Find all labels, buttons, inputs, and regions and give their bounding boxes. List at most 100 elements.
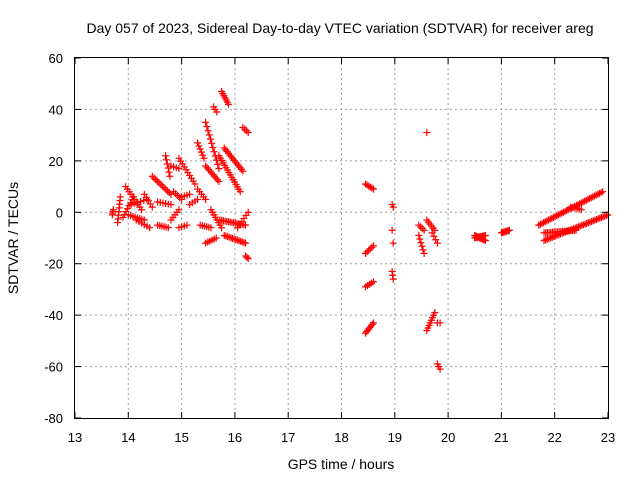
data-point [214, 160, 222, 168]
x-tick-label: 20 [441, 430, 455, 445]
data-point [183, 221, 191, 229]
y-tick-label: -20 [44, 257, 63, 272]
data-point [195, 142, 203, 150]
chart-title: Day 057 of 2023, Sidereal Day-to-day VTE… [86, 20, 593, 36]
data-point [119, 213, 127, 221]
data-point [109, 206, 117, 214]
data-point [202, 195, 210, 203]
data-point [577, 199, 585, 207]
plot-frame [74, 57, 609, 419]
data-point [366, 245, 374, 253]
data-point [420, 226, 428, 234]
data-point [207, 224, 215, 232]
data-point [204, 127, 212, 135]
data-point [146, 224, 154, 232]
y-tick-label: 0 [56, 205, 63, 220]
data-point [389, 239, 397, 247]
data-point [574, 223, 582, 231]
data-point [418, 225, 426, 233]
data-point [563, 207, 571, 215]
data-point [160, 184, 168, 192]
x-tick-label: 13 [68, 430, 82, 445]
data-point [420, 249, 428, 257]
data-point [584, 219, 592, 227]
y-tick-label: -40 [44, 308, 63, 323]
data-point [213, 108, 221, 116]
x-tick-label: 14 [121, 430, 135, 445]
data-point [545, 216, 553, 224]
data-point [418, 242, 426, 250]
data-point [166, 172, 174, 180]
data-point [417, 239, 425, 247]
data-point [566, 205, 574, 213]
data-point [148, 203, 156, 211]
data-point [601, 212, 609, 220]
data-point [244, 255, 252, 263]
data-point [200, 154, 208, 162]
data-point [415, 221, 423, 229]
data-point [236, 188, 244, 196]
data-point [548, 214, 556, 222]
data-point [215, 177, 223, 185]
data-point [368, 184, 376, 192]
data-point [203, 122, 211, 130]
data-point [369, 185, 377, 193]
data-point [365, 246, 373, 254]
data-point [419, 246, 427, 254]
data-point [127, 201, 135, 209]
x-tick-label: 18 [334, 430, 348, 445]
data-point [581, 220, 589, 228]
data-point [436, 319, 444, 327]
x-tick-labels: 13 14 15 16 17 18 19 20 21 22 23 [68, 430, 615, 445]
y-tick-label: 20 [49, 154, 63, 169]
data-point [116, 193, 124, 201]
data-point [433, 239, 441, 247]
x-tick-label: 23 [601, 430, 615, 445]
x-tick-label: 15 [174, 430, 188, 445]
data-point [578, 221, 586, 229]
data-point [592, 191, 600, 199]
data-point [212, 174, 220, 182]
data-point [369, 278, 377, 286]
data-point [553, 212, 561, 220]
data-point [415, 231, 423, 239]
data-point [586, 195, 594, 203]
data-point [586, 218, 594, 226]
data-point [165, 189, 173, 197]
data-point [540, 237, 548, 245]
data-point [389, 203, 397, 211]
data-point [165, 168, 173, 176]
data-point [593, 215, 601, 223]
data-point [175, 206, 183, 214]
data-point [218, 224, 226, 232]
data-point [551, 213, 559, 221]
data-point [582, 196, 590, 204]
data-point [543, 235, 551, 243]
data-point [155, 179, 163, 187]
data-point [588, 217, 596, 225]
data-point [202, 118, 210, 126]
data-point [369, 319, 377, 327]
data-point [199, 151, 207, 159]
data-point [241, 125, 249, 133]
data-point [153, 177, 161, 185]
x-tick-label: 21 [494, 430, 508, 445]
y-tick-label: -60 [44, 360, 63, 375]
data-point [167, 201, 175, 209]
data-point [225, 100, 233, 108]
data-point [561, 207, 569, 215]
data-point [212, 234, 220, 242]
grid-lines [75, 58, 608, 418]
data-point [215, 165, 223, 173]
data-point [576, 222, 584, 230]
data-point [572, 226, 580, 234]
data-point [559, 208, 567, 216]
data-point [150, 174, 158, 182]
x-tick-label: 22 [547, 430, 561, 445]
data-point [361, 249, 369, 257]
data-point [583, 219, 591, 227]
x-axis-label: GPS time / hours [288, 456, 395, 472]
data-point [138, 206, 146, 214]
data-point [599, 188, 607, 196]
data-point [203, 164, 211, 172]
